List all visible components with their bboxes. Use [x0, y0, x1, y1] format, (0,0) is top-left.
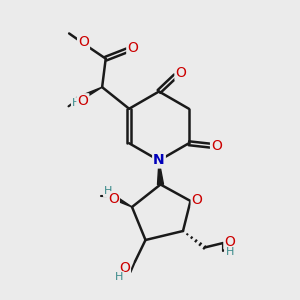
Text: O: O: [192, 193, 203, 206]
Text: O: O: [78, 35, 89, 50]
Text: H: H: [115, 272, 124, 282]
Text: N: N: [153, 154, 165, 167]
Polygon shape: [109, 193, 132, 207]
Polygon shape: [158, 160, 164, 185]
Text: O: O: [108, 192, 119, 206]
Polygon shape: [76, 87, 102, 102]
Text: O: O: [77, 94, 88, 108]
Text: O: O: [176, 66, 186, 80]
Text: O: O: [211, 139, 222, 153]
Text: O: O: [224, 235, 235, 248]
Text: H: H: [104, 186, 112, 196]
Text: O: O: [127, 41, 138, 55]
Text: H: H: [226, 247, 234, 257]
Text: H: H: [72, 98, 80, 108]
Text: O: O: [119, 261, 130, 275]
